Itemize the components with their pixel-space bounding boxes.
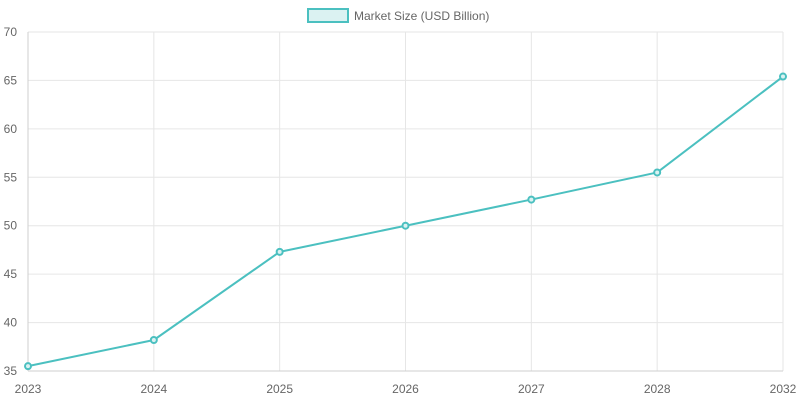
y-tick-label: 35 bbox=[4, 364, 18, 378]
data-point[interactable] bbox=[527, 195, 536, 204]
legend-label[interactable]: Market Size (USD Billion) bbox=[354, 9, 489, 23]
y-tick-label: 65 bbox=[4, 73, 18, 87]
data-point[interactable] bbox=[149, 336, 158, 345]
y-tick-label: 55 bbox=[4, 170, 18, 184]
data-point[interactable] bbox=[24, 362, 32, 371]
series-points bbox=[24, 72, 787, 371]
data-point[interactable] bbox=[401, 221, 410, 230]
data-point[interactable] bbox=[779, 72, 787, 81]
y-tick-label: 40 bbox=[4, 316, 18, 330]
data-point[interactable] bbox=[275, 247, 284, 256]
axes bbox=[27, 32, 783, 372]
x-tick-label: 2026 bbox=[392, 382, 419, 396]
y-tick-label: 50 bbox=[4, 219, 18, 233]
y-tick-label: 70 bbox=[4, 25, 18, 39]
x-tick-label: 2028 bbox=[644, 382, 671, 396]
legend[interactable]: Market Size (USD Billion) bbox=[307, 8, 489, 23]
y-tick-label: 45 bbox=[4, 267, 18, 281]
x-axis-ticks: 2023 2024 2025 2026 2027 2028 2032 bbox=[15, 382, 797, 396]
x-tick-label: 2027 bbox=[518, 382, 545, 396]
x-tick-label: 2024 bbox=[140, 382, 167, 396]
data-point[interactable] bbox=[653, 168, 662, 177]
x-gridlines bbox=[27, 32, 784, 371]
x-tick-label: 2025 bbox=[266, 382, 293, 396]
y-axis-ticks: 35 40 45 50 55 60 65 70 bbox=[4, 25, 18, 378]
x-tick-label: 2023 bbox=[15, 382, 42, 396]
y-tick-label: 60 bbox=[4, 122, 18, 136]
x-tick-label: 2032 bbox=[770, 382, 797, 396]
legend-swatch[interactable] bbox=[307, 8, 349, 23]
